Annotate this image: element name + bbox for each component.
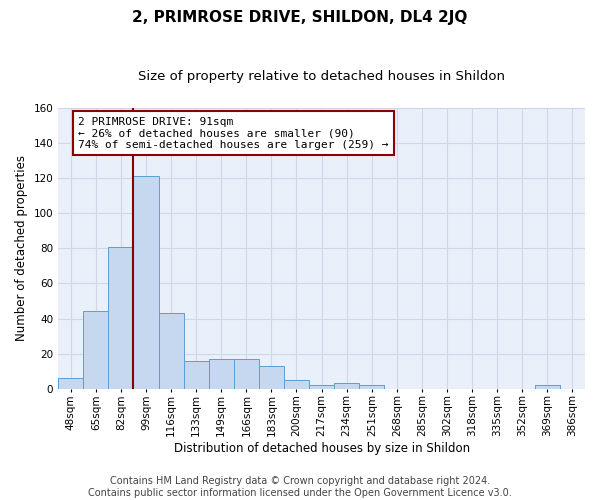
Bar bbox=[158, 313, 184, 389]
Bar bbox=[284, 380, 309, 389]
Bar bbox=[334, 384, 359, 389]
Y-axis label: Number of detached properties: Number of detached properties bbox=[15, 156, 28, 342]
Bar bbox=[209, 359, 234, 389]
X-axis label: Distribution of detached houses by size in Shildon: Distribution of detached houses by size … bbox=[173, 442, 470, 455]
Title: Size of property relative to detached houses in Shildon: Size of property relative to detached ho… bbox=[138, 70, 505, 83]
Text: 2, PRIMROSE DRIVE, SHILDON, DL4 2JQ: 2, PRIMROSE DRIVE, SHILDON, DL4 2JQ bbox=[133, 10, 467, 25]
Text: Contains HM Land Registry data © Crown copyright and database right 2024.
Contai: Contains HM Land Registry data © Crown c… bbox=[88, 476, 512, 498]
Bar bbox=[109, 246, 133, 389]
Text: 2 PRIMROSE DRIVE: 91sqm
← 26% of detached houses are smaller (90)
74% of semi-de: 2 PRIMROSE DRIVE: 91sqm ← 26% of detache… bbox=[78, 116, 389, 150]
Bar bbox=[184, 360, 209, 389]
Bar bbox=[83, 312, 109, 389]
Bar bbox=[259, 366, 284, 389]
Bar bbox=[133, 176, 158, 389]
Bar bbox=[58, 378, 83, 389]
Bar bbox=[359, 386, 385, 389]
Bar bbox=[309, 386, 334, 389]
Bar bbox=[535, 386, 560, 389]
Bar bbox=[234, 359, 259, 389]
